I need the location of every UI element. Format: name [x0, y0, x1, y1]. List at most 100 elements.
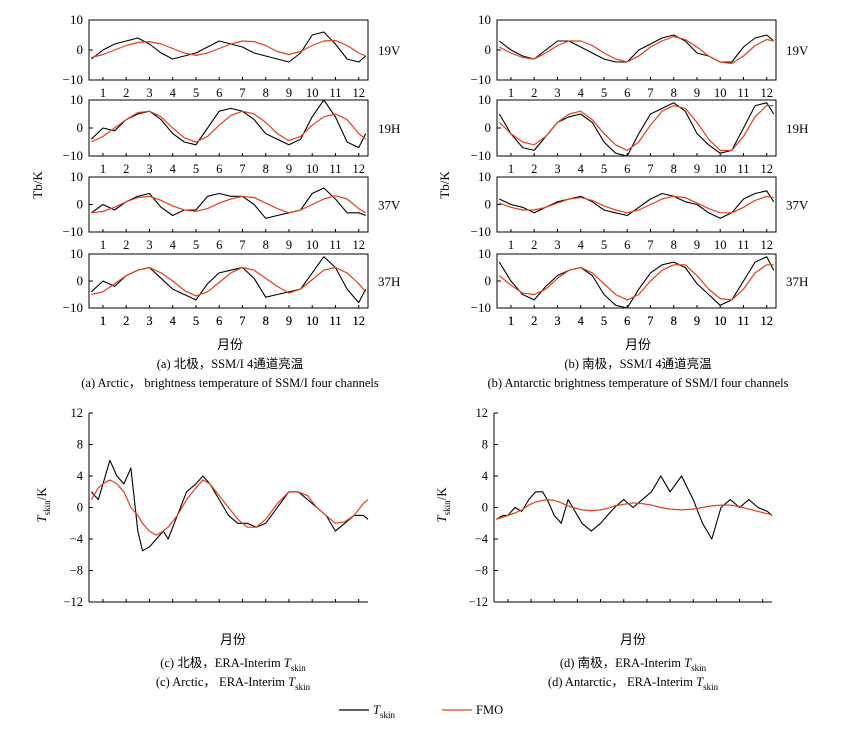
y-tick-label: 10: [478, 12, 491, 27]
legend: Tskin FMO: [339, 703, 503, 720]
y-tick-label: 0: [77, 197, 84, 212]
x-tick-label: 11: [329, 86, 341, 100]
x-tick-label: 5: [601, 314, 607, 328]
x-tick-label: 2: [123, 314, 129, 328]
x-tick-label: 4: [170, 314, 177, 328]
x-tick-label: 9: [286, 314, 292, 328]
x-tick-label: 10: [714, 314, 727, 328]
plot-frame: [88, 19, 369, 81]
y-tick-label: 10: [478, 246, 491, 261]
panel-a-caption-cn: (a) 北极，SSM/I 4通道亮温: [157, 356, 304, 371]
y-tick-label: −8: [70, 564, 83, 578]
series-line-tskin: [90, 256, 367, 304]
x-tick-label: 3: [554, 238, 560, 252]
x-tick-label: 9: [694, 162, 700, 176]
x-tick-label: 7: [647, 314, 653, 328]
y-tick-label: 8: [77, 438, 83, 452]
y-tick-label: −4: [475, 532, 489, 546]
y-tick-label: 4: [77, 469, 84, 483]
panel-c: Tskin/K −12 −8 −4 0 4 8 12 月份 (c) 北极，ERA-Inter…: [34, 406, 369, 692]
series-line-tskin: [90, 187, 366, 219]
x-tick-label: 6: [216, 86, 222, 100]
y-tick-label: 4: [482, 469, 489, 483]
series-line-fmo: [91, 110, 367, 143]
panel-c-chart: −12 −8 −4 0 4 8 12: [63, 406, 369, 609]
panel-d-caption-en: (d) Antarctic， ERA-Interim Tskin: [548, 675, 719, 692]
y-tick-label: −10: [63, 300, 83, 315]
x-tick-label: 3: [554, 162, 560, 176]
x-tick-label: 4: [578, 86, 585, 100]
x-tick-label: 12: [760, 86, 773, 100]
plot-frame: [496, 19, 777, 81]
y-tick-label: −10: [63, 224, 83, 239]
y-tick-label: 0: [485, 120, 492, 135]
y-tick-label: 0: [482, 501, 488, 515]
y-tick-label: 0: [77, 120, 84, 135]
x-tick-label: 3: [146, 238, 152, 252]
series-line-tskin: [496, 475, 773, 540]
panel-d-caption-cn: (d) 南极，ERA-Interim Tskin: [560, 655, 707, 673]
series-line-fmo: [91, 195, 367, 214]
x-tick-label: 11: [737, 162, 749, 176]
x-tick-label: 6: [624, 162, 630, 176]
x-tick-label: 8: [263, 238, 269, 252]
x-tick-label: 1: [508, 238, 514, 252]
x-tick-label: 1: [100, 314, 106, 328]
x-tick-label: 12: [352, 238, 365, 252]
series-line-tskin: [90, 31, 367, 63]
x-tick-label: 11: [737, 314, 749, 328]
legend-skin-label: Tskin: [373, 703, 395, 720]
x-tick-label: 8: [263, 314, 269, 328]
x-tick-label: 7: [239, 238, 245, 252]
x-tick-label: 12: [760, 162, 773, 176]
x-tick-label: 11: [737, 86, 749, 100]
panel-c-ylabel: Tskin/K: [34, 487, 52, 523]
x-tick-label: 2: [123, 238, 129, 252]
x-tick-label: 5: [193, 314, 199, 328]
x-tick-label: 9: [286, 314, 292, 328]
x-tick-label: 9: [694, 86, 700, 100]
x-tick-label: 2: [531, 314, 537, 328]
x-tick-label: 11: [737, 238, 749, 252]
x-tick-label: 2: [531, 162, 537, 176]
x-tick-label: 10: [306, 314, 319, 328]
x-tick-label: 10: [306, 86, 319, 100]
x-tick-label: 7: [239, 162, 245, 176]
panel-b-caption-cn: (b) 南极，SSM/I 4通道亮温: [564, 356, 712, 371]
series-line-fmo: [496, 499, 773, 520]
x-tick-label: 3: [146, 162, 152, 176]
y-tick-label: −10: [63, 72, 83, 87]
x-tick-label: 10: [714, 238, 727, 252]
panel-d-ylabel: Tskin/K: [434, 487, 452, 523]
panel-b-xlabel: 月份: [625, 337, 651, 352]
series-line-fmo: [91, 39, 366, 59]
x-tick-label: 9: [694, 314, 700, 328]
channel-label: 37H: [378, 274, 400, 289]
panel-d: Tskin/K −12 −8 −4 0 4 8 12 月份 (d) 南极，ERA-Inter…: [434, 406, 773, 692]
x-tick-label: 2: [531, 314, 537, 328]
series-line-fmo: [499, 35, 774, 65]
x-tick-label: 4: [578, 314, 585, 328]
panel-a-xlabel: 月份: [217, 337, 243, 352]
x-tick-label: 6: [624, 238, 630, 252]
x-tick-label: 4: [170, 238, 177, 252]
series-line-fmo: [498, 104, 774, 151]
x-tick-label: 5: [193, 86, 199, 100]
series-line-fmo: [91, 266, 367, 297]
channel-label: 37H: [786, 274, 808, 289]
y-tick-label: −12: [468, 595, 488, 609]
x-tick-label: 7: [239, 314, 245, 328]
panel-b-caption-en: (b) Antarctic brightness temperature of …: [488, 376, 789, 390]
x-tick-label: 12: [760, 314, 773, 328]
x-tick-label: 5: [193, 314, 199, 328]
y-tick-label: 0: [77, 273, 84, 288]
x-tick-label: 4: [170, 86, 177, 100]
series-line-tskin: [498, 102, 775, 157]
panel-c-caption-cn: (c) 北极，ERA-Interim Tskin: [160, 656, 306, 673]
